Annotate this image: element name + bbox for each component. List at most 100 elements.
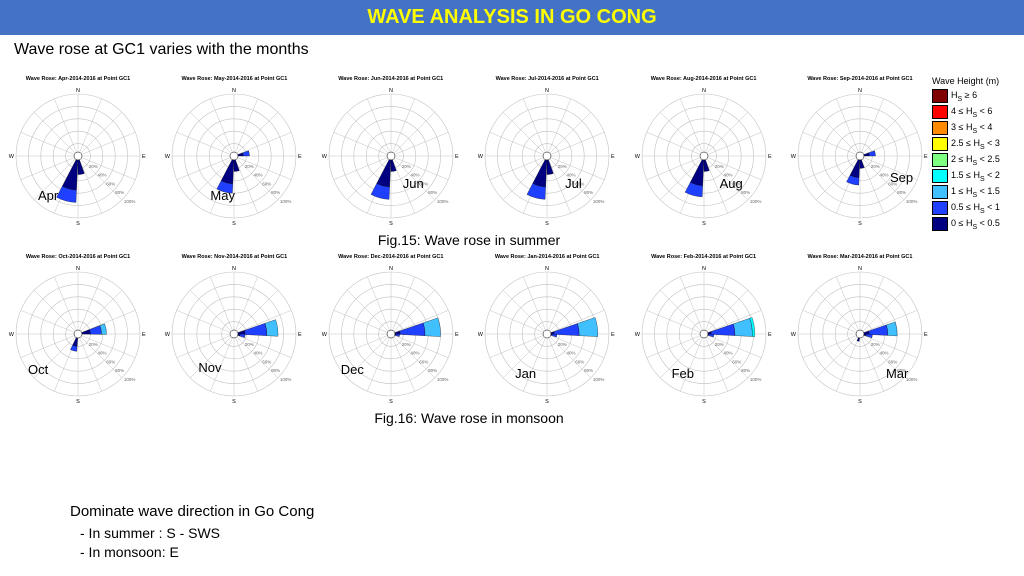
svg-text:N: N <box>858 266 862 272</box>
rose-chart: 20%40%60%80%100%NESW <box>319 262 463 406</box>
rose-chart: 20%40%60%80%100%NESW <box>632 262 776 406</box>
svg-text:E: E <box>455 332 459 338</box>
svg-text:N: N <box>76 88 80 94</box>
legend-row: 2.5 ≤ HS < 3 <box>932 136 1018 152</box>
svg-text:60%: 60% <box>106 181 115 186</box>
page-title: WAVE ANALYSIS IN GO CONG <box>367 6 656 28</box>
caption-monsoon: Fig.16: Wave rose in monsoon <box>4 410 934 426</box>
svg-text:60%: 60% <box>263 359 272 364</box>
svg-text:60%: 60% <box>575 359 584 364</box>
svg-text:80%: 80% <box>115 190 124 195</box>
wave-rose: Wave Rose: May-2014-2016 at Point GC1 20%… <box>160 76 308 228</box>
legend-label: 0.5 ≤ HS < 1 <box>951 202 1000 215</box>
svg-text:E: E <box>924 332 928 338</box>
svg-text:S: S <box>233 221 237 227</box>
legend-swatch <box>932 217 948 231</box>
svg-text:80%: 80% <box>584 368 593 373</box>
summary-line-2: - In monsoon: E <box>80 543 314 562</box>
legend-swatch <box>932 121 948 135</box>
svg-text:W: W <box>165 154 171 160</box>
svg-text:N: N <box>545 266 549 272</box>
rose-title: Wave Rose: Aug-2014-2016 at Point GC1 <box>651 76 757 82</box>
svg-text:20%: 20% <box>558 342 567 347</box>
svg-text:80%: 80% <box>428 368 437 373</box>
svg-text:S: S <box>545 399 549 405</box>
legend-row: 0 ≤ HS < 0.5 <box>932 216 1018 232</box>
svg-text:20%: 20% <box>714 164 723 169</box>
wave-rose: Wave Rose: Feb-2014-2016 at Point GC120%… <box>630 254 778 406</box>
legend-swatch <box>932 89 948 103</box>
svg-text:W: W <box>478 332 484 338</box>
summary-block: Dominate wave direction in Go Cong - In … <box>70 503 314 562</box>
wave-rose: Wave Rose: Jul-2014-2016 at Point GC120%… <box>473 76 621 228</box>
svg-text:20%: 20% <box>89 342 98 347</box>
svg-text:40%: 40% <box>254 351 263 356</box>
svg-text:E: E <box>142 154 146 160</box>
rose-chart: 20%40%60%80%100%NESW <box>475 262 619 406</box>
month-label: Nov <box>198 360 221 375</box>
svg-text:100%: 100% <box>906 199 918 204</box>
rose-chart: 20%40%60%80%100%NESW <box>319 84 463 228</box>
svg-text:W: W <box>634 332 640 338</box>
wave-rose: Wave Rose: Jan-2014-2016 at Point GC120%… <box>473 254 621 406</box>
svg-text:S: S <box>858 221 862 227</box>
page-title-bar: WAVE ANALYSIS IN GO CONG <box>0 0 1024 35</box>
rose-title: Wave Rose: Nov-2014-2016 at Point GC1 <box>182 254 288 260</box>
svg-text:60%: 60% <box>106 359 115 364</box>
svg-text:N: N <box>76 266 80 272</box>
svg-text:E: E <box>611 154 615 160</box>
svg-text:80%: 80% <box>428 190 437 195</box>
month-label: Oct <box>28 362 48 377</box>
month-label: Jan <box>515 366 536 381</box>
legend-row: 3 ≤ HS < 4 <box>932 120 1018 136</box>
month-label: Sep <box>890 170 913 185</box>
month-label: Aug <box>720 176 743 191</box>
svg-text:40%: 40% <box>98 351 107 356</box>
legend-swatch <box>932 169 948 183</box>
svg-text:S: S <box>233 399 237 405</box>
rose-title: Wave Rose: Apr-2014-2016 at Point GC1 <box>26 76 130 82</box>
caption-summer: Fig.15: Wave rose in summer <box>4 232 934 248</box>
svg-text:N: N <box>858 88 862 94</box>
svg-text:80%: 80% <box>584 190 593 195</box>
svg-text:80%: 80% <box>741 368 750 373</box>
legend-swatch <box>932 153 948 167</box>
rose-chart: 20%40%60%80%100%NESW <box>6 262 150 406</box>
rose-chart: 20%40%60%80%100%NESW <box>162 262 306 406</box>
month-label: May <box>210 188 235 203</box>
legend-row: HS ≥ 6 <box>932 88 1018 104</box>
svg-text:W: W <box>165 332 171 338</box>
svg-text:20%: 20% <box>245 164 254 169</box>
svg-text:S: S <box>702 221 706 227</box>
svg-text:100%: 100% <box>280 199 292 204</box>
summary-heading: Dominate wave direction in Go Cong <box>70 503 314 520</box>
rose-chart: 20%40%60%80%100%NESW <box>788 84 932 228</box>
svg-text:20%: 20% <box>402 164 411 169</box>
svg-text:S: S <box>76 399 80 405</box>
legend-swatch <box>932 185 948 199</box>
svg-text:100%: 100% <box>280 377 292 382</box>
legend-row: 1.5 ≤ HS < 2 <box>932 168 1018 184</box>
svg-text:E: E <box>455 154 459 160</box>
legend-row: 1 ≤ HS < 1.5 <box>932 184 1018 200</box>
svg-text:100%: 100% <box>749 199 761 204</box>
rose-title: Wave Rose: May-2014-2016 at Point GC1 <box>181 76 287 82</box>
month-label: Feb <box>672 366 694 381</box>
svg-text:W: W <box>9 332 15 338</box>
svg-text:E: E <box>142 332 146 338</box>
svg-text:40%: 40% <box>879 173 888 178</box>
wave-rose: Wave Rose: Mar-2014-2016 at Point GC120%… <box>786 254 934 406</box>
svg-text:40%: 40% <box>254 173 263 178</box>
rose-title: Wave Rose: Jun-2014-2016 at Point GC1 <box>338 76 443 82</box>
svg-text:20%: 20% <box>714 342 723 347</box>
svg-text:S: S <box>702 399 706 405</box>
legend-label: 1.5 ≤ HS < 2 <box>951 170 1000 183</box>
svg-text:W: W <box>322 154 328 160</box>
svg-text:W: W <box>634 154 640 160</box>
legend-label: 0 ≤ HS < 0.5 <box>951 218 1000 231</box>
svg-text:S: S <box>389 221 393 227</box>
svg-text:N: N <box>545 88 549 94</box>
svg-text:20%: 20% <box>245 342 254 347</box>
svg-text:E: E <box>924 154 928 160</box>
svg-text:N: N <box>232 266 236 272</box>
